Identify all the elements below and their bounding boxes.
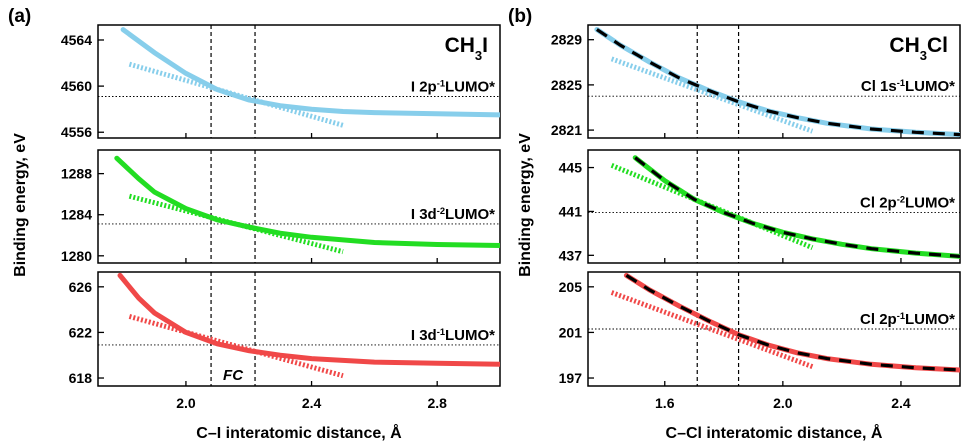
subplot-frame [97, 24, 501, 139]
energy-curve [632, 155, 960, 259]
slope-line [128, 61, 344, 128]
state-label: Cl 2p-1LUMO* [860, 311, 955, 328]
y-tick-label: 4556 [61, 124, 92, 140]
x-axis-label: C–I interatomic distance, Å [196, 423, 402, 442]
state-label: Cl 2p-2LUMO* [860, 195, 955, 212]
state-label: Cl 1s-1LUMO* [861, 78, 955, 95]
subplot-frame [97, 149, 501, 264]
y-axis-label: Binding energy, eV [517, 133, 534, 277]
y-tick-label: 197 [559, 370, 583, 386]
x-tick-label: 2.4 [302, 395, 322, 411]
y-tick-label: 441 [559, 203, 583, 219]
y-tick-label: 4560 [61, 78, 92, 94]
energy-curve-dashed-overlay [625, 274, 960, 372]
molecule-label: CH3I [445, 34, 488, 63]
subplot-plot-area [588, 272, 960, 386]
y-tick-label: 1284 [61, 207, 92, 223]
energy-curve [117, 272, 500, 367]
x-axis-label: C–Cl interatomic distance, Å [666, 423, 883, 442]
subplot-plot-area [98, 272, 500, 386]
state-label: I 3d-1LUMO* [411, 327, 495, 344]
y-tick-label: 626 [69, 279, 93, 295]
slope-line [610, 290, 814, 369]
x-tick-label: 2.0 [773, 395, 793, 411]
slope-line [128, 193, 344, 255]
subplot-frame [587, 149, 961, 264]
y-tick-label: 618 [69, 370, 93, 386]
y-tick-label: 2821 [551, 122, 582, 138]
panel-label: (b) [508, 6, 532, 27]
y-tick-label: 1280 [61, 248, 92, 264]
y-tick-label: 1288 [61, 166, 92, 182]
y-tick-label: 622 [69, 324, 93, 340]
x-tick-label: 2.8 [427, 395, 447, 411]
y-tick-label: 2829 [551, 32, 582, 48]
fc-label: FC [223, 367, 244, 384]
subplot-plot-area [98, 25, 500, 138]
energy-curve [114, 155, 500, 248]
y-tick-label: 437 [559, 247, 583, 263]
y-tick-label: 201 [559, 324, 583, 340]
x-tick-label: 2.0 [176, 395, 196, 411]
x-tick-label: 1.6 [655, 395, 675, 411]
energy-curve-dashed-overlay [596, 28, 960, 137]
subplot-frame [587, 24, 961, 139]
slope-line [610, 56, 814, 134]
y-axis-label: Binding energy, eV [12, 133, 29, 277]
x-tick-label: 2.4 [891, 395, 911, 411]
subplot-frame [97, 271, 501, 387]
y-tick-label: 4564 [61, 32, 92, 48]
state-label: I 2p-1LUMO* [411, 78, 495, 95]
subplot-plot-area [588, 25, 960, 138]
subplot-plot-area [588, 150, 960, 263]
subplot-plot-area [98, 150, 500, 263]
y-tick-label: 445 [559, 160, 583, 176]
y-tick-label: 205 [559, 279, 583, 295]
energy-curve [120, 27, 500, 118]
molecule-label: CH3Cl [889, 34, 948, 63]
slope-line [128, 314, 344, 379]
state-label: I 3d-2LUMO* [411, 206, 495, 223]
panel-label: (a) [8, 6, 31, 27]
y-tick-label: 2825 [551, 77, 582, 93]
